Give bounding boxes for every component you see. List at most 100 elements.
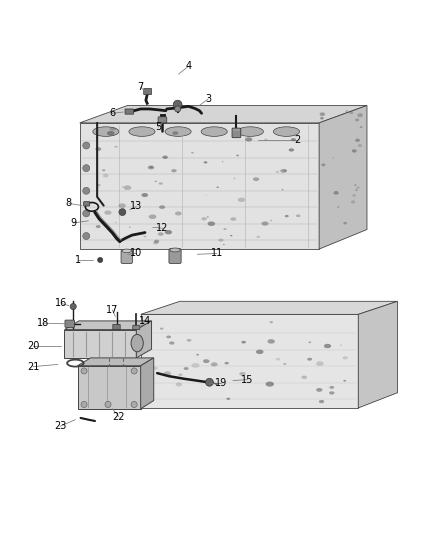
Ellipse shape — [204, 161, 207, 164]
Ellipse shape — [201, 127, 227, 136]
Circle shape — [98, 257, 103, 263]
FancyBboxPatch shape — [84, 201, 90, 206]
Polygon shape — [80, 106, 367, 123]
Ellipse shape — [203, 359, 209, 363]
Ellipse shape — [324, 344, 331, 348]
Ellipse shape — [261, 221, 268, 225]
Text: 17: 17 — [106, 305, 119, 315]
Ellipse shape — [343, 380, 346, 382]
Ellipse shape — [104, 211, 112, 215]
FancyBboxPatch shape — [65, 320, 74, 327]
Ellipse shape — [158, 232, 164, 236]
Text: 3: 3 — [205, 94, 211, 104]
Ellipse shape — [337, 206, 339, 208]
Ellipse shape — [95, 147, 101, 151]
Ellipse shape — [355, 119, 359, 122]
Text: 6: 6 — [110, 108, 116, 118]
Ellipse shape — [253, 177, 259, 181]
Text: 20: 20 — [27, 341, 39, 351]
Ellipse shape — [289, 148, 294, 151]
FancyBboxPatch shape — [144, 88, 152, 94]
Ellipse shape — [226, 398, 230, 400]
Ellipse shape — [129, 227, 131, 228]
Ellipse shape — [122, 249, 131, 253]
Ellipse shape — [171, 169, 177, 172]
Ellipse shape — [321, 164, 325, 166]
Circle shape — [81, 401, 87, 408]
Circle shape — [83, 187, 90, 194]
Ellipse shape — [107, 131, 114, 135]
Ellipse shape — [166, 335, 171, 338]
Ellipse shape — [230, 235, 233, 236]
Circle shape — [131, 368, 137, 374]
Ellipse shape — [143, 236, 147, 238]
Polygon shape — [64, 329, 136, 358]
Ellipse shape — [208, 221, 215, 226]
Ellipse shape — [270, 321, 273, 323]
Ellipse shape — [283, 169, 287, 172]
Ellipse shape — [225, 362, 229, 365]
Ellipse shape — [343, 356, 348, 359]
Text: 10: 10 — [130, 248, 142, 259]
Ellipse shape — [216, 187, 219, 188]
Circle shape — [83, 232, 90, 239]
Ellipse shape — [162, 156, 168, 159]
Circle shape — [83, 142, 90, 149]
Ellipse shape — [357, 113, 363, 117]
Polygon shape — [136, 321, 152, 358]
Text: 4: 4 — [185, 61, 191, 71]
Ellipse shape — [102, 169, 106, 171]
Text: 19: 19 — [215, 378, 227, 388]
Polygon shape — [64, 321, 152, 329]
Ellipse shape — [256, 236, 260, 238]
Polygon shape — [141, 358, 154, 409]
Circle shape — [81, 368, 87, 374]
Ellipse shape — [320, 112, 325, 116]
FancyBboxPatch shape — [113, 325, 120, 329]
Polygon shape — [141, 301, 397, 314]
Polygon shape — [78, 366, 141, 409]
Circle shape — [70, 303, 76, 310]
Text: 18: 18 — [37, 318, 49, 328]
FancyBboxPatch shape — [121, 250, 132, 263]
Circle shape — [105, 401, 111, 408]
Ellipse shape — [236, 155, 239, 156]
Ellipse shape — [276, 358, 280, 360]
Ellipse shape — [129, 127, 155, 136]
Ellipse shape — [276, 171, 279, 173]
Text: 16: 16 — [55, 298, 67, 309]
Ellipse shape — [319, 400, 324, 403]
Ellipse shape — [357, 187, 360, 189]
Ellipse shape — [122, 187, 124, 188]
Ellipse shape — [187, 339, 191, 342]
Ellipse shape — [332, 157, 334, 158]
Ellipse shape — [285, 215, 289, 217]
Polygon shape — [319, 106, 367, 249]
Text: 7: 7 — [138, 82, 144, 92]
Text: 23: 23 — [54, 421, 66, 431]
Ellipse shape — [354, 184, 357, 186]
FancyBboxPatch shape — [125, 109, 134, 114]
Ellipse shape — [211, 362, 218, 367]
Ellipse shape — [308, 342, 311, 343]
Ellipse shape — [307, 358, 312, 361]
Ellipse shape — [152, 367, 158, 369]
Circle shape — [175, 106, 181, 112]
Ellipse shape — [245, 138, 252, 142]
Circle shape — [83, 165, 90, 172]
FancyBboxPatch shape — [169, 249, 181, 263]
Ellipse shape — [316, 388, 322, 392]
Circle shape — [173, 100, 182, 109]
Text: 22: 22 — [113, 411, 125, 422]
Text: 9: 9 — [70, 218, 76, 228]
Ellipse shape — [110, 127, 116, 131]
Text: 14: 14 — [139, 316, 151, 326]
Ellipse shape — [118, 204, 126, 208]
Ellipse shape — [159, 205, 165, 209]
Text: 5: 5 — [155, 122, 161, 132]
Ellipse shape — [241, 341, 246, 344]
Text: 8: 8 — [66, 198, 72, 208]
Ellipse shape — [351, 200, 355, 204]
Ellipse shape — [268, 339, 275, 344]
Ellipse shape — [165, 230, 172, 235]
